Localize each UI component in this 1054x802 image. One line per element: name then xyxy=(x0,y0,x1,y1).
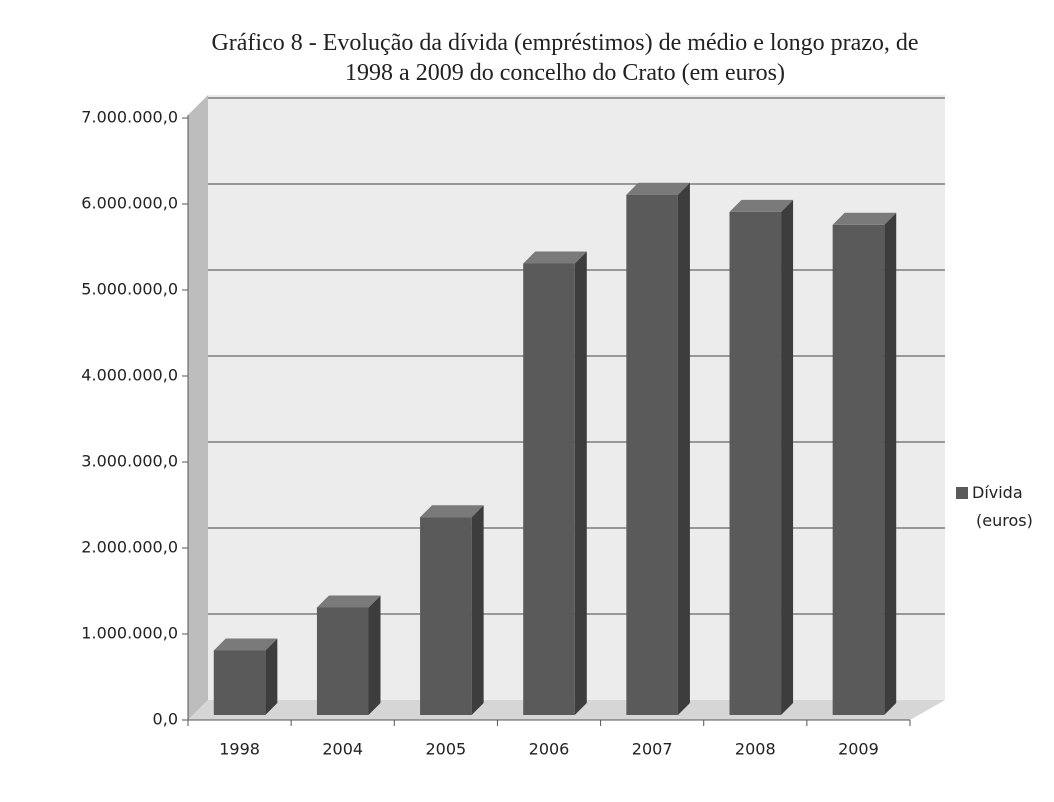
bar-side xyxy=(781,199,794,715)
x-tick-label: 2004 xyxy=(322,740,363,759)
legend-swatch xyxy=(956,487,968,499)
chart-title: Gráfico 8 - Evolução da dívida (emprésti… xyxy=(211,30,918,86)
bar xyxy=(832,224,885,716)
y-tick-label: 0,0 xyxy=(153,710,178,729)
y-tick-label: 1.000.000,0 xyxy=(81,624,178,643)
bar xyxy=(420,517,472,715)
bar xyxy=(523,263,575,715)
side-wall xyxy=(188,95,208,720)
x-tick-label: 1998 xyxy=(219,740,260,759)
y-tick-label: 3.000.000,0 xyxy=(81,452,178,471)
bar xyxy=(729,211,782,715)
bar-side xyxy=(574,251,587,715)
x-tick-label: 2006 xyxy=(529,740,570,759)
bar-side xyxy=(471,505,484,715)
bar xyxy=(626,194,678,715)
bar-side xyxy=(368,595,381,715)
bar-top xyxy=(213,638,278,651)
bar-top xyxy=(729,199,794,212)
x-tick-label: 2007 xyxy=(632,740,673,759)
y-tick-label: 4.000.000,0 xyxy=(81,366,178,385)
y-tick-label: 5.000.000,0 xyxy=(81,280,178,299)
bar-top xyxy=(316,595,381,608)
bar-top xyxy=(626,182,690,195)
bar xyxy=(316,607,369,715)
legend-label: Dívida (euros) xyxy=(972,483,1033,530)
bar-top xyxy=(523,251,587,264)
x-tick-label: 2008 xyxy=(735,740,776,759)
bar-side xyxy=(677,182,690,715)
bar-side xyxy=(884,212,897,716)
bar-top xyxy=(420,505,484,518)
y-tick-label: 7.000.000,0 xyxy=(81,108,178,127)
x-tick-label: 2005 xyxy=(425,740,466,759)
y-tick-label: 2.000.000,0 xyxy=(81,538,178,557)
bar xyxy=(213,650,266,715)
x-tick-label: 2009 xyxy=(838,740,879,759)
bar-side xyxy=(265,638,278,715)
y-tick-label: 6.000.000,0 xyxy=(81,194,178,213)
bar-top xyxy=(832,212,897,225)
